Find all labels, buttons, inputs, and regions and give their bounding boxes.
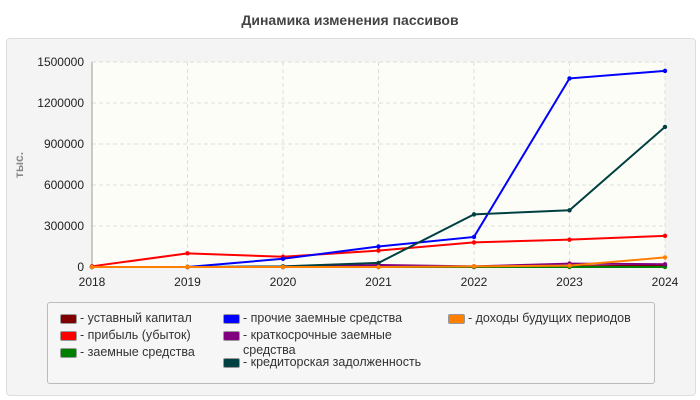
legend-label: - заемные средства xyxy=(80,345,195,359)
data-point xyxy=(185,251,190,256)
legend-label: - прочие заемные средства xyxy=(243,311,403,325)
y-tick-label: 1500000 xyxy=(37,55,84,69)
y-tick-label: 900000 xyxy=(44,137,84,151)
data-point xyxy=(567,263,572,268)
data-point xyxy=(376,264,381,270)
data-point xyxy=(662,124,668,130)
data-point xyxy=(376,248,381,253)
legend-swatch xyxy=(223,331,240,341)
y-tick-label: 600000 xyxy=(44,178,84,192)
legend-label: - кредиторская задолженность xyxy=(243,355,422,369)
line-chart: 0 300000 600000 900000 1200000 1500000 2018 201… xyxy=(12,55,679,289)
legend-item[interactable]: - кредиторская задолженность xyxy=(223,355,421,370)
legend-swatch xyxy=(60,331,77,341)
x-tick-label: 2022 xyxy=(461,275,488,289)
data-point xyxy=(376,260,381,266)
data-point xyxy=(662,233,668,239)
data-point xyxy=(567,76,572,81)
data-point xyxy=(471,264,477,269)
x-tick-label: 2024 xyxy=(652,275,679,289)
legend-label: - краткосрочные заемные средства xyxy=(243,328,392,357)
legend: - уставный капитал - прибыль (убыток) - за… xyxy=(47,302,655,384)
x-tick-label: 2020 xyxy=(270,275,297,289)
legend-item[interactable]: - прибыль (убыток) xyxy=(60,328,191,343)
legend-label: - уставный капитал xyxy=(80,311,192,325)
y-tick-label: 300000 xyxy=(44,219,84,233)
data-point xyxy=(471,212,477,217)
y-tick-label: 1200000 xyxy=(37,96,84,110)
legend-item[interactable]: - уставный капитал xyxy=(60,311,192,326)
legend-item[interactable]: - краткосрочные заемные средства xyxy=(223,328,423,358)
x-tick-label: 2019 xyxy=(174,275,201,289)
x-tick-label: 2023 xyxy=(556,275,583,289)
data-point xyxy=(662,262,668,267)
data-point xyxy=(471,234,477,240)
data-point xyxy=(471,240,477,245)
legend-label: - доходы будущих периодов xyxy=(468,311,631,325)
x-tick-label: 2021 xyxy=(365,275,392,289)
legend-swatch xyxy=(223,358,240,368)
legend-label: - прибыль (убыток) xyxy=(80,328,191,342)
data-point xyxy=(662,255,668,260)
data-point xyxy=(662,68,668,74)
legend-item[interactable]: - прочие заемные средства xyxy=(223,311,402,326)
data-point xyxy=(376,244,381,249)
legend-swatch xyxy=(60,314,77,324)
chart-title: Динамика изменения пассивов xyxy=(241,12,459,28)
data-point xyxy=(280,256,286,261)
legend-swatch xyxy=(223,314,240,324)
legend-item[interactable]: - заемные средства xyxy=(60,345,195,360)
x-tick-label: 2018 xyxy=(79,275,106,289)
data-point xyxy=(567,237,572,242)
legend-swatch xyxy=(448,314,465,324)
y-axis-label: тыс. xyxy=(12,152,26,178)
y-tick-label: 0 xyxy=(77,260,84,274)
data-point xyxy=(280,264,286,270)
legend-swatch xyxy=(60,348,77,358)
series-line xyxy=(187,69,666,268)
data-point xyxy=(185,264,190,270)
legend-item[interactable]: - доходы будущих периодов xyxy=(448,311,631,326)
data-point xyxy=(567,208,572,213)
data-point xyxy=(89,264,95,270)
